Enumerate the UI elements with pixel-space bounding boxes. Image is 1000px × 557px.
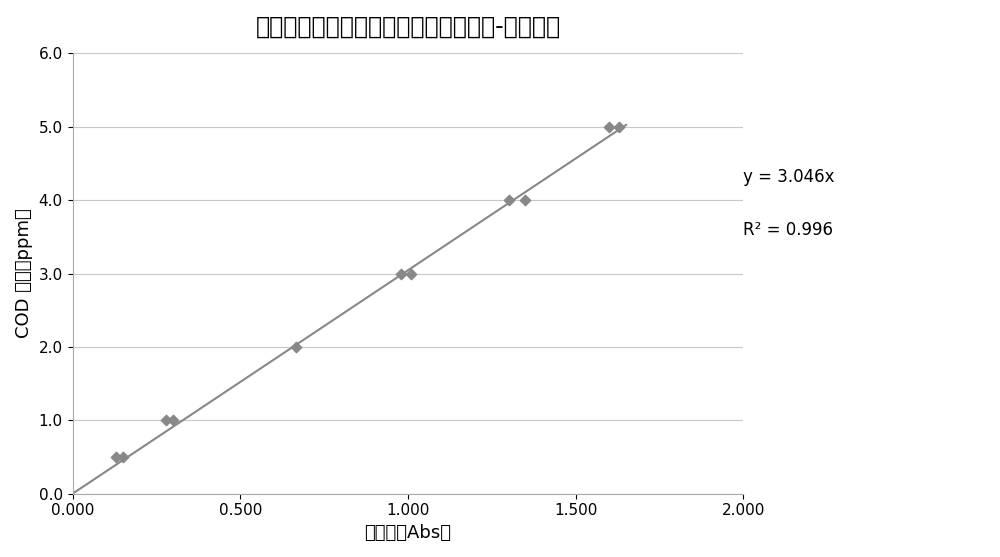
Point — [601, 123, 617, 131]
Point — [517, 196, 533, 204]
Point — [393, 269, 409, 278]
Point — [108, 453, 124, 462]
Point — [501, 196, 517, 204]
Point — [403, 269, 419, 278]
Text: y = 3.046x: y = 3.046x — [743, 168, 835, 185]
Text: R² = 0.996: R² = 0.996 — [743, 221, 833, 238]
Point — [158, 416, 174, 425]
Point — [611, 123, 627, 131]
Point — [115, 453, 131, 462]
Y-axis label: COD 浓度（ppm）: COD 浓度（ppm） — [15, 209, 33, 339]
Title: 基于亚铁的低量程高锰酸钾指数的测定-线性曲线: 基于亚铁的低量程高锰酸钾指数的测定-线性曲线 — [255, 15, 561, 39]
Point — [165, 416, 181, 425]
X-axis label: 吸光度（Abs）: 吸光度（Abs） — [365, 524, 452, 542]
Point — [288, 343, 304, 351]
